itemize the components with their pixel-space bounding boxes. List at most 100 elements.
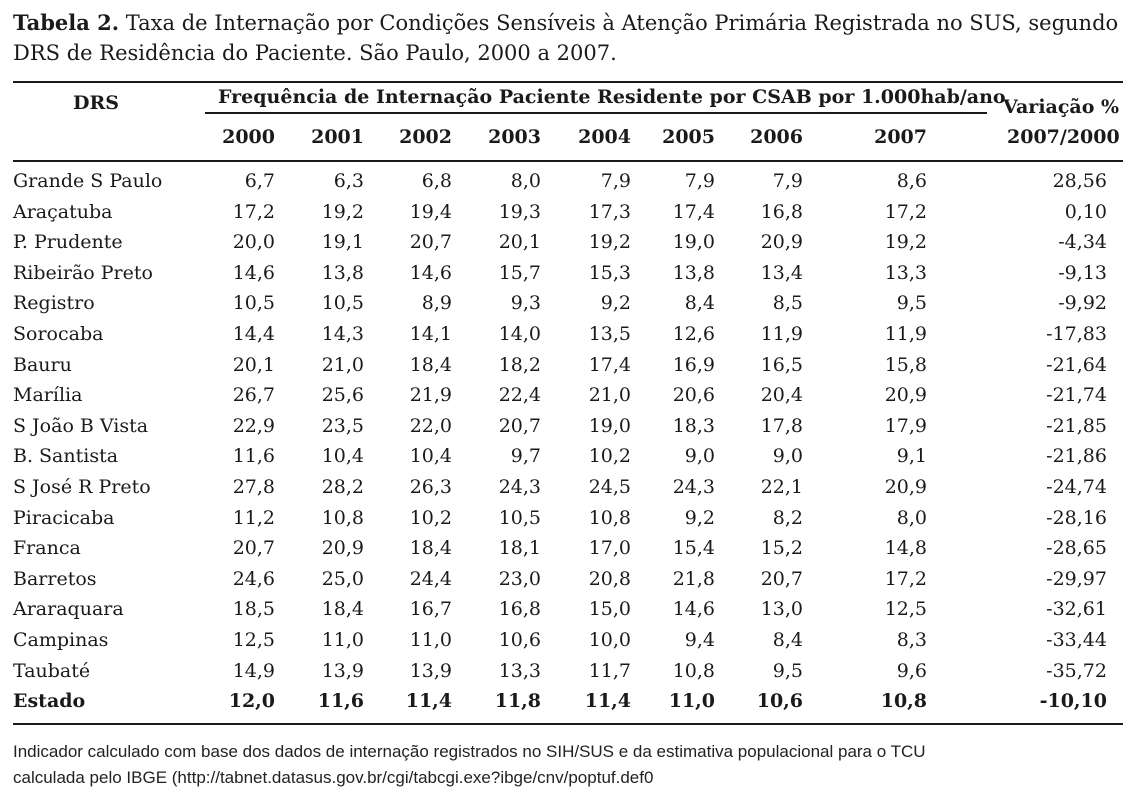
cell-2003: 20,1 (498, 231, 541, 254)
cell-variation: -21,74 (1046, 384, 1107, 407)
cell-2007: 17,9 (884, 414, 927, 437)
cell-2004: 13,5 (588, 323, 631, 345)
footnote-line-1: Indicador calculado com base dos dados d… (13, 742, 926, 761)
footnote-line-2: calculada pelo IBGE (http://tabnet.datas… (13, 768, 654, 787)
cell-2004: 7,9 (600, 170, 631, 192)
cell-2007: 8,6 (896, 170, 927, 192)
cell-2005: 9,4 (684, 629, 715, 651)
row-label: B. Santista (13, 445, 119, 468)
cell-variation: -21,86 (1046, 445, 1107, 468)
cell-2001: 21,0 (321, 353, 364, 376)
cell-2001: 10,5 (321, 292, 364, 315)
cell-2002: 14,6 (409, 261, 452, 284)
cell-2001: 11,0 (321, 629, 364, 651)
row-label: S José R Preto (13, 476, 151, 498)
cell-2000: 17,2 (232, 200, 275, 223)
row-label: Estado (13, 690, 86, 713)
cell-2002: 24,4 (409, 567, 452, 590)
row-label: Barretos (13, 567, 97, 590)
cell-2004: 15,0 (588, 598, 631, 621)
cell-2002: 14,1 (409, 323, 452, 345)
cell-variation: -10,10 (1039, 690, 1107, 713)
cell-2001: 19,2 (321, 200, 364, 223)
cell-2000: 10,5 (232, 292, 275, 315)
cell-2002: 18,4 (409, 537, 452, 560)
cell-2002: 6,8 (421, 170, 452, 192)
row-label: Araçatuba (13, 200, 113, 223)
cell-2000: 14,6 (232, 261, 275, 284)
cell-2001: 13,8 (321, 261, 364, 284)
caption-line-1: Tabela 2. Taxa de Internação por Condiçõ… (13, 8, 1123, 38)
cell-2006: 9,0 (772, 445, 803, 468)
cell-2001: 19,1 (321, 231, 364, 254)
cell-2005: 21,8 (672, 567, 715, 590)
cell-2003: 19,3 (498, 200, 541, 223)
header-drs: DRS (73, 92, 119, 114)
cell-2005: 19,0 (672, 231, 715, 254)
header-year-2003: 2003 (488, 126, 541, 148)
header-year-2006: 2006 (750, 126, 803, 148)
cell-2002: 26,3 (409, 476, 452, 498)
row-label: Ribeirão Preto (13, 261, 153, 284)
cell-variation: -28,16 (1046, 506, 1107, 529)
cell-2006: 16,5 (760, 353, 803, 376)
header-year-2002: 2002 (399, 126, 452, 148)
caption-line-2: DRS de Residência do Paciente. São Paulo… (13, 41, 617, 65)
cell-2000: 18,5 (232, 598, 275, 621)
cell-2000: 22,9 (232, 414, 275, 437)
cell-2002: 20,7 (409, 231, 452, 254)
header-year-2000: 2000 (222, 126, 275, 148)
cell-2000: 12,5 (232, 629, 275, 651)
cell-variation: -29,97 (1046, 567, 1107, 590)
cell-2004: 24,5 (588, 476, 631, 498)
cell-2007: 10,8 (880, 690, 927, 713)
cell-2000: 27,8 (232, 476, 275, 498)
cell-2006: 11,9 (760, 323, 803, 345)
cell-2002: 13,9 (409, 659, 452, 682)
cell-2004: 10,8 (588, 506, 631, 529)
cell-2005: 12,6 (672, 323, 715, 345)
cell-2003: 18,2 (498, 353, 541, 376)
bottom-rule (13, 723, 1123, 725)
cell-2001: 25,6 (321, 384, 364, 407)
cell-2002: 10,4 (409, 445, 452, 468)
cell-2007: 9,6 (896, 659, 927, 682)
row-label: Sorocaba (13, 323, 104, 345)
cell-2001: 28,2 (321, 476, 364, 498)
cell-2003: 9,3 (510, 292, 541, 315)
cell-2005: 16,9 (672, 353, 715, 376)
caption-label: Tabela 2. (13, 10, 120, 35)
row-label: S João B Vista (13, 414, 149, 437)
cell-2004: 19,0 (588, 414, 631, 437)
cell-2006: 9,5 (772, 659, 803, 682)
header-variation: Variação % (1003, 96, 1120, 118)
header-rule (13, 160, 1123, 162)
cell-2002: 8,9 (421, 292, 452, 315)
cell-variation: -21,64 (1046, 353, 1107, 376)
cell-2006: 13,4 (760, 261, 803, 284)
header-year-2005: 2005 (662, 126, 715, 148)
cell-2005: 14,6 (672, 598, 715, 621)
cell-2003: 11,8 (494, 690, 541, 713)
cell-2004: 9,2 (600, 292, 631, 315)
cell-2003: 20,7 (498, 414, 541, 437)
cell-2004: 11,7 (588, 659, 631, 682)
cell-2005: 17,4 (672, 200, 715, 223)
cell-variation: 0,10 (1064, 200, 1107, 223)
cell-2001: 10,8 (321, 506, 364, 529)
header-year-2001: 2001 (311, 126, 364, 148)
cell-variation: -21,85 (1046, 414, 1107, 437)
row-label: Grande S Paulo (13, 170, 163, 192)
row-label: Taubaté (13, 659, 91, 682)
table-footnote: Indicador calculado com base dos dados d… (13, 739, 1123, 791)
cell-2005: 18,3 (672, 414, 715, 437)
cell-2003: 23,0 (498, 567, 541, 590)
cell-2006: 22,1 (760, 476, 803, 498)
cell-2000: 6,7 (244, 170, 275, 192)
cell-2007: 14,8 (884, 537, 927, 560)
row-label: Registro (13, 292, 95, 315)
cell-2006: 20,4 (760, 384, 803, 407)
cell-2002: 11,4 (405, 690, 452, 713)
cell-2002: 16,7 (409, 598, 452, 621)
cell-2000: 26,7 (232, 384, 275, 407)
